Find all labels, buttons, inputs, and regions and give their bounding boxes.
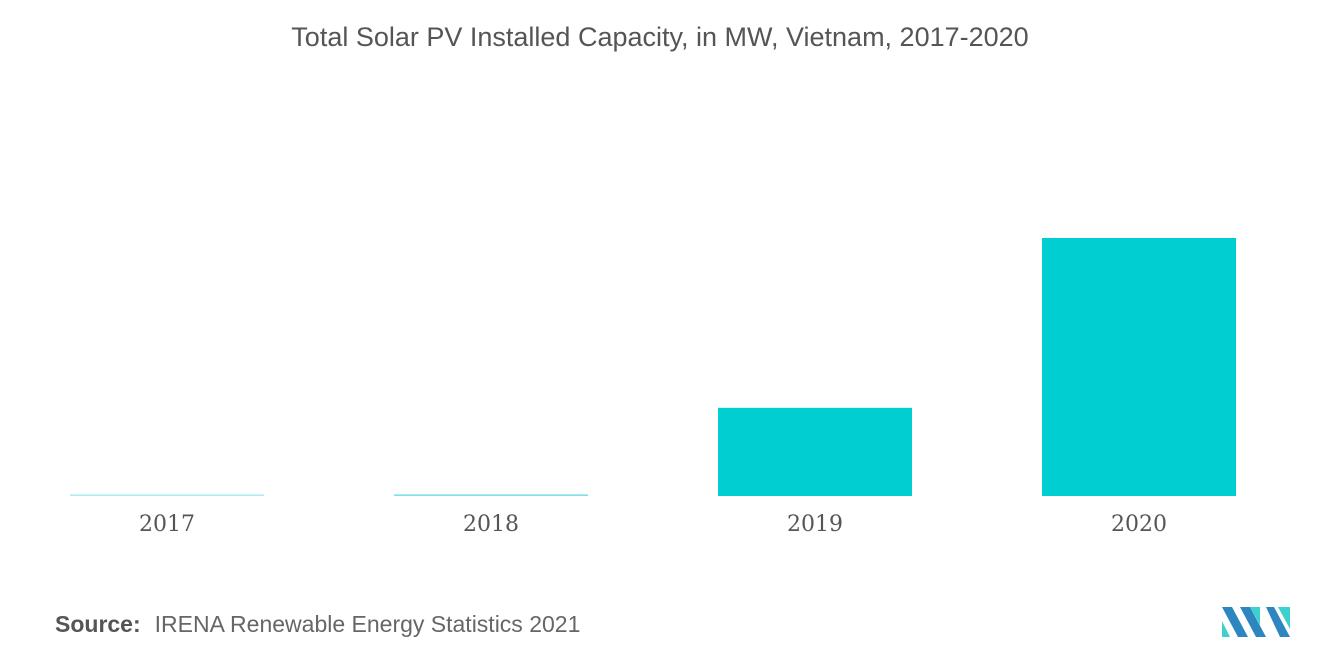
bar-2019	[718, 407, 912, 496]
x-tick-label-2019: 2019	[787, 512, 843, 537]
source-label: Source:	[55, 611, 141, 637]
source-text: IRENA Renewable Energy Statistics 2021	[154, 611, 581, 637]
bar-2017	[70, 494, 264, 496]
source-note: Source: IRENA Renewable Energy Statistics…	[55, 611, 580, 638]
chart-title: Total Solar PV Installed Capacity, in MW…	[291, 22, 1029, 52]
bar-2018	[394, 494, 588, 496]
mordor-intelligence-logo-icon	[1222, 607, 1290, 637]
x-tick-label-2017: 2017	[139, 512, 195, 537]
bar-chart: 2017 2018 2019 2020	[70, 238, 1236, 537]
x-tick-label-2020: 2020	[1111, 512, 1167, 537]
bar-2020	[1042, 238, 1236, 496]
x-tick-label-2018: 2018	[463, 512, 519, 537]
